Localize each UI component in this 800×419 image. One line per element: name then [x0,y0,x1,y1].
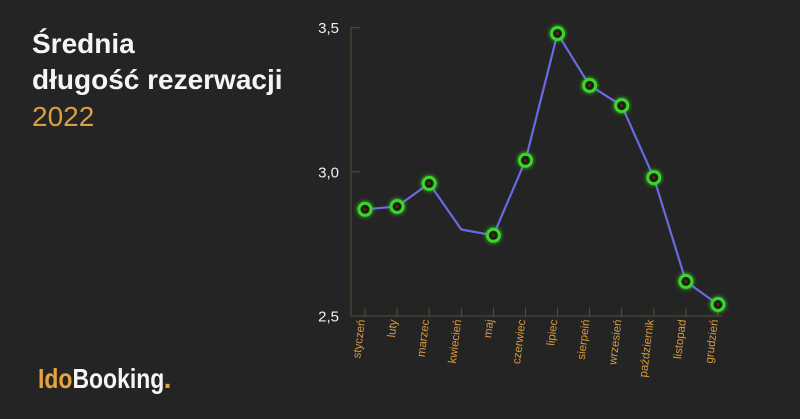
svg-text:marzec: marzec [416,319,433,358]
svg-text:maj: maj [482,319,496,339]
svg-text:kwiecień: kwiecień [447,319,464,364]
svg-text:grudzień: grudzień [704,319,721,364]
svg-text:3,5: 3,5 [318,20,339,37]
svg-text:3,0: 3,0 [318,164,339,181]
svg-text:listopad: listopad [672,319,689,360]
svg-text:październik: październik [638,319,657,378]
svg-text:luty: luty [386,319,400,338]
svg-text:sierpeiń: sierpeiń [576,319,593,360]
svg-text:lipiec: lipiec [545,319,560,347]
svg-text:styczeń: styczeń [351,319,368,359]
svg-text:czerwiec: czerwiec [511,319,528,365]
svg-text:wrzesień: wrzesień [607,319,625,367]
svg-text:2,5: 2,5 [318,309,339,326]
